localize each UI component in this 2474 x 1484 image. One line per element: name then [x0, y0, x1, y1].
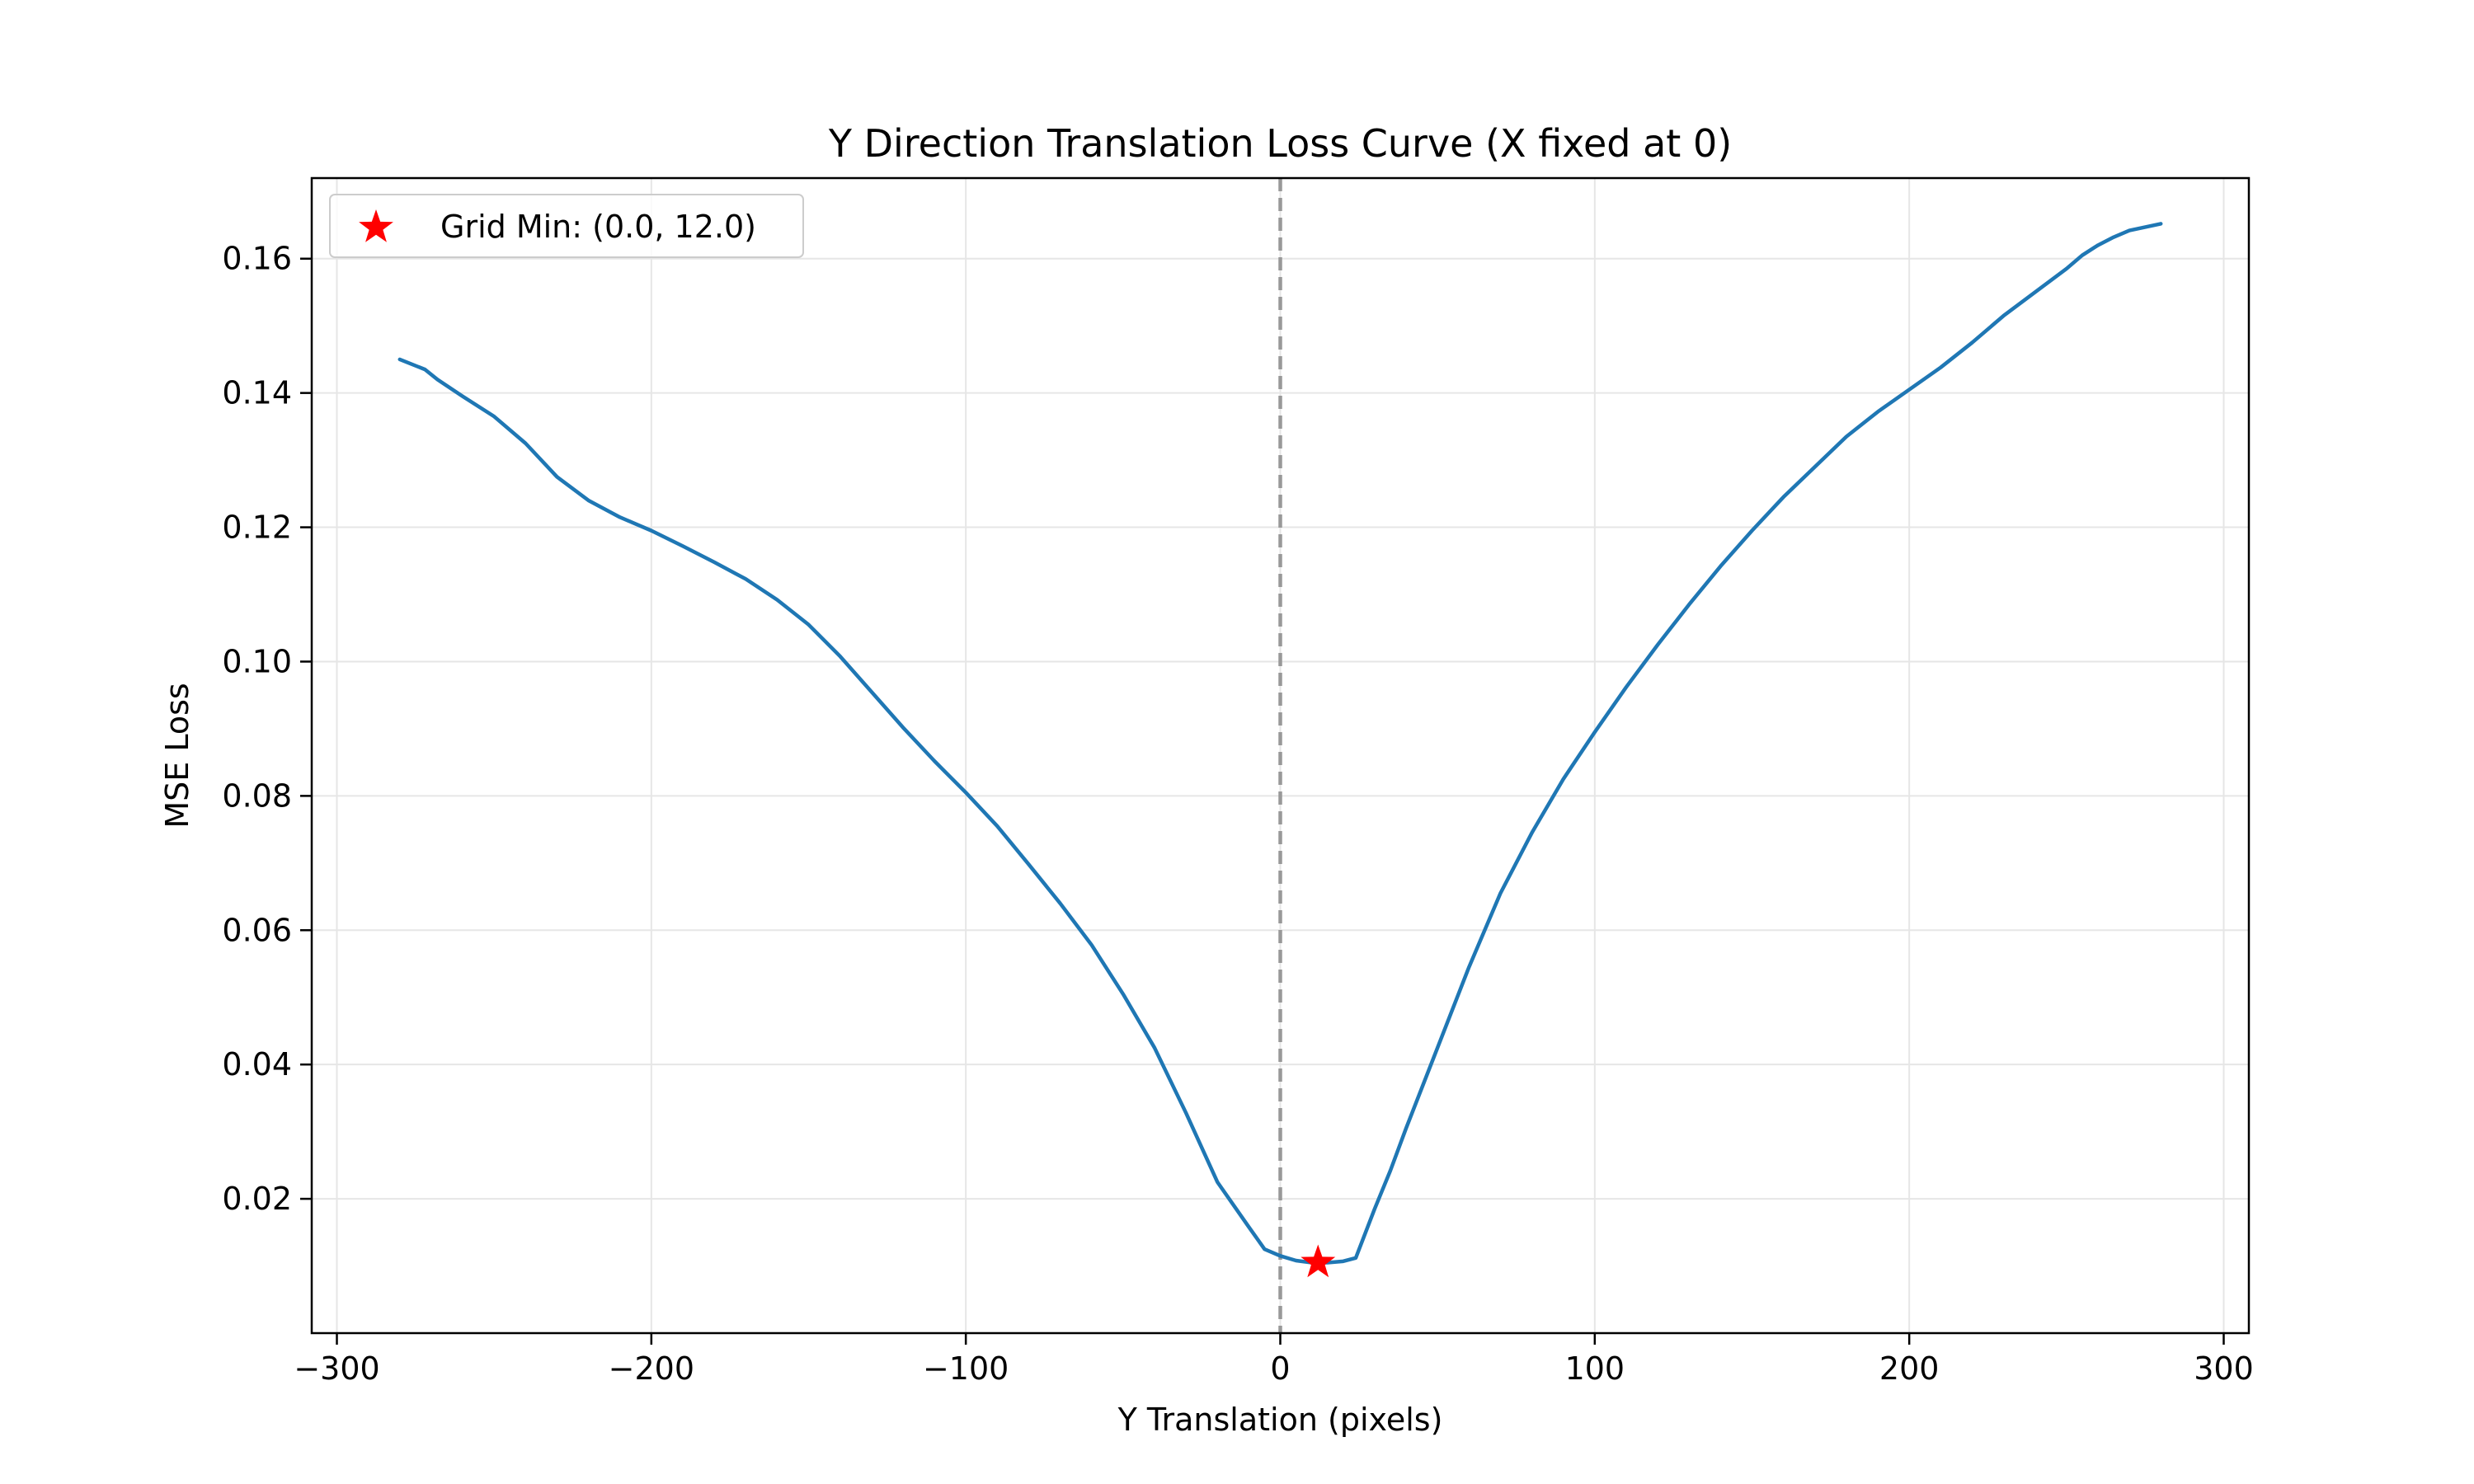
y-tick-label: 0.04	[222, 1046, 292, 1082]
x-axis-label: Y Translation (pixels)	[1117, 1402, 1443, 1438]
y-tick-label: 0.14	[222, 375, 292, 411]
legend-entry-label: Grid Min: (0.0, 12.0)	[440, 209, 756, 245]
y-tick-label: 0.02	[222, 1181, 292, 1217]
x-tick-label: 300	[2194, 1350, 2254, 1387]
legend-box	[329, 194, 804, 258]
y-tick-label: 0.10	[222, 643, 292, 679]
x-tick-label: −100	[923, 1350, 1009, 1387]
y-axis-ticks: 0.02 0.04 0.06 0.08 0.10 0.12 0.14 0.16	[222, 241, 312, 1217]
chart-title: Y Direction Translation Loss Curve (X fi…	[828, 121, 1732, 166]
y-tick-label: 0.12	[222, 510, 292, 546]
y-tick-label: 0.16	[222, 241, 292, 277]
x-axis-ticks: −300 −200 −100 0 100 200 300	[294, 1333, 2254, 1387]
x-tick-label: 0	[1270, 1350, 1290, 1387]
x-tick-label: −300	[294, 1350, 379, 1387]
legend: Grid Min: (0.0, 12.0)	[329, 194, 804, 258]
y-tick-label: 0.08	[222, 777, 292, 814]
legend-star-icon-shape	[359, 209, 393, 242]
y-axis-label: MSE Loss	[159, 683, 195, 828]
x-tick-label: 200	[1879, 1350, 1940, 1387]
marker-layer	[1300, 1244, 1336, 1278]
y-tick-label: 0.06	[222, 912, 292, 948]
grid-min-star-marker	[1300, 1244, 1336, 1278]
x-tick-label: 100	[1565, 1350, 1625, 1387]
x-tick-label: −200	[609, 1350, 694, 1387]
legend-star-icon	[359, 209, 393, 242]
